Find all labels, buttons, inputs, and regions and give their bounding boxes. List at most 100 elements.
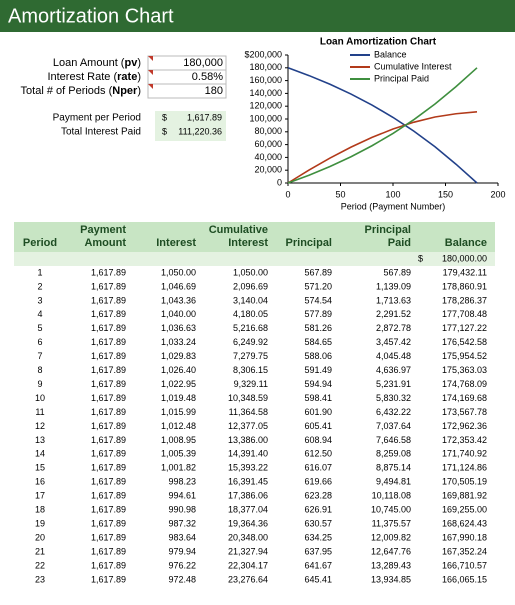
table-cell: 1,617.89 xyxy=(91,379,126,389)
table-cell: 1,015.99 xyxy=(161,407,196,417)
table-cell: 7,646.58 xyxy=(376,435,411,445)
input-value[interactable]: 180,000 xyxy=(183,57,223,69)
table-cell: 16 xyxy=(35,477,45,487)
table-cell: 2 xyxy=(37,281,42,291)
table-cell: 4 xyxy=(37,309,42,319)
table-cell: 176,542.58 xyxy=(442,337,487,347)
table-cell: 11,375.57 xyxy=(372,518,411,528)
table-cell: 12,647.76 xyxy=(371,546,411,556)
comment-marker xyxy=(148,84,153,89)
table-cell: 972.48 xyxy=(168,574,196,584)
table-cell: 167,990.18 xyxy=(442,532,487,542)
table-cell: 20 xyxy=(35,532,45,542)
input-value[interactable]: 180 xyxy=(205,85,223,97)
table-cell: 608.94 xyxy=(304,435,332,445)
table-cell: 1,029.83 xyxy=(161,351,196,361)
table-cell: 17,386.06 xyxy=(228,491,268,501)
table-cell: 976.22 xyxy=(168,560,196,570)
table-cell: 167,352.24 xyxy=(442,546,487,556)
table-cell: 598.41 xyxy=(304,393,332,403)
table-cell: 10,745.00 xyxy=(371,505,411,515)
table-cell: 7 xyxy=(37,351,42,361)
table-cell: 174,768.09 xyxy=(442,379,487,389)
table-cell: 1,050.00 xyxy=(233,267,268,277)
x-tick-label: 200 xyxy=(490,189,505,199)
table-cell: 174,169.68 xyxy=(442,393,487,403)
table-cell: 584.65 xyxy=(304,337,332,347)
table-cell: 983.64 xyxy=(168,532,196,542)
input-param: rate xyxy=(117,71,137,83)
table-cell: 178,286.37 xyxy=(442,295,487,305)
table-cell: 637.95 xyxy=(304,546,332,556)
table-cell: 8,875.14 xyxy=(376,463,411,473)
table-cell: 11 xyxy=(35,407,44,417)
table-cell: 179,432.11 xyxy=(443,267,487,277)
chart-title: Loan Amortization Chart xyxy=(320,37,437,48)
table-cell: 1,050.00 xyxy=(161,267,196,277)
table-cell: 166,065.15 xyxy=(442,574,487,584)
table-cell: 3,140.04 xyxy=(233,295,268,305)
table-cell: 1,139.09 xyxy=(376,281,411,291)
input-cell[interactable] xyxy=(147,83,227,99)
table-cell: 1,617.89 xyxy=(91,505,126,515)
currency: $ xyxy=(162,112,167,122)
input-value[interactable]: 0.58% xyxy=(192,71,223,83)
table-cell: 571.20 xyxy=(304,281,332,291)
x-tick-label: 100 xyxy=(385,189,400,199)
table-cell: 1,617.89 xyxy=(91,365,126,375)
table-cell: 178,860.91 xyxy=(442,281,487,291)
input-label: Total # of Periods (Nper) xyxy=(21,85,141,97)
table-cell: 1,617.89 xyxy=(91,574,126,584)
table-cell: 5,830.32 xyxy=(376,393,411,403)
table-cell: 630.57 xyxy=(304,518,332,528)
table-cell: 990.98 xyxy=(168,505,196,515)
input-label-part: Interest Rate ( xyxy=(47,71,117,83)
table-cell: 1,026.40 xyxy=(161,365,196,375)
table-cell: 12,377.05 xyxy=(228,421,268,431)
series-line xyxy=(287,111,478,184)
table-cell: 172,962.36 xyxy=(442,421,487,431)
table-cell: 175,954.52 xyxy=(442,351,487,361)
column-header: Period xyxy=(23,237,57,249)
table-cell: 623.28 xyxy=(304,491,332,501)
table-cell: 2,291.52 xyxy=(376,309,411,319)
table-cell: 21 xyxy=(35,546,45,556)
table-cell: 1,617.89 xyxy=(91,449,126,459)
y-tick-label: 120,000 xyxy=(249,101,282,111)
column-header: Payment xyxy=(80,224,126,236)
table-cell: 171,124.86 xyxy=(442,463,487,473)
table-cell: 172,353.42 xyxy=(442,435,487,445)
y-tick-label: 40,000 xyxy=(254,152,282,162)
table-cell: 10 xyxy=(35,393,45,403)
y-tick-label: 140,000 xyxy=(249,88,282,98)
comment-marker xyxy=(148,70,153,75)
summary-label: Payment per Period xyxy=(53,113,141,124)
x-tick-label: 150 xyxy=(438,189,453,199)
y-tick-label: 20,000 xyxy=(254,165,282,175)
table-cell: 17 xyxy=(35,491,45,501)
table-cell: 616.07 xyxy=(304,463,332,473)
table-cell: 8,306.15 xyxy=(233,365,268,375)
table-cell: 979.94 xyxy=(168,546,196,556)
table-cell: 591.49 xyxy=(304,365,332,375)
summary-value: 1,617.89 xyxy=(187,112,222,122)
x-tick-label: 0 xyxy=(285,189,290,199)
table-cell: 175,363.03 xyxy=(442,365,487,375)
input-label-part: ) xyxy=(137,57,141,69)
table-cell: 1,033.24 xyxy=(161,337,196,347)
table-cell: 567.89 xyxy=(304,267,332,277)
y-tick-label: 80,000 xyxy=(254,126,282,136)
legend-label: Cumulative Interest xyxy=(374,61,452,71)
table-cell: 18 xyxy=(35,505,45,515)
table-cell: 10,118.08 xyxy=(372,491,411,501)
table-cell: 8,259.08 xyxy=(376,449,411,459)
page-title: Amortization Chart xyxy=(8,5,174,27)
table-cell: 645.41 xyxy=(304,574,332,584)
table-cell: 20,348.00 xyxy=(228,532,268,542)
table-cell: 3,457.42 xyxy=(376,337,411,347)
legend-label: Balance xyxy=(374,49,407,59)
input-param: Nper xyxy=(112,85,138,97)
table-cell: 1,617.89 xyxy=(91,351,126,361)
table-cell: 3 xyxy=(37,295,42,305)
